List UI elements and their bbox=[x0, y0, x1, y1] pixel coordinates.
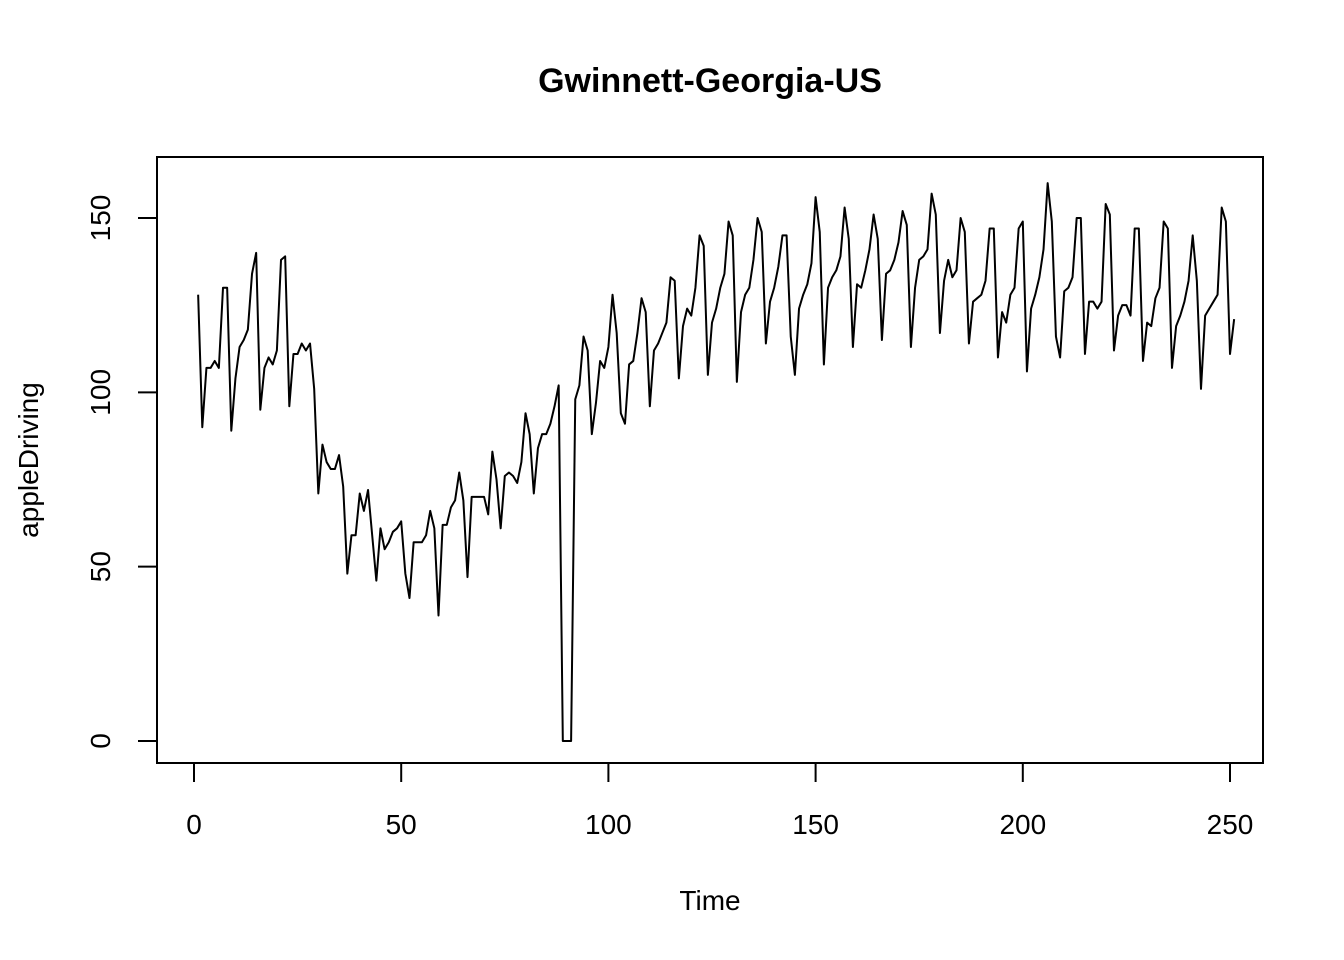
series-line-appleDriving bbox=[197, 182, 1236, 742]
y-tick-label: 0 bbox=[85, 733, 116, 749]
x-tick-label: 0 bbox=[186, 809, 202, 840]
y-tick-label: 100 bbox=[85, 369, 116, 416]
x-tick-label: 200 bbox=[999, 809, 1046, 840]
chart-title: Gwinnett-Georgia-US bbox=[538, 62, 882, 100]
y-tick-label: 50 bbox=[85, 551, 116, 582]
x-tick-label: 250 bbox=[1207, 809, 1254, 840]
y-tick-label: 150 bbox=[85, 195, 116, 242]
y-axis: 0 50 100 150 bbox=[85, 195, 158, 749]
plot-frame bbox=[156, 156, 1264, 764]
x-tick-label: 50 bbox=[386, 809, 417, 840]
x-tick-label: 150 bbox=[792, 809, 839, 840]
x-axis-label: Time bbox=[679, 885, 740, 916]
x-tick-label: 100 bbox=[585, 809, 632, 840]
y-axis-label: appleDriving bbox=[13, 382, 44, 538]
x-axis: 0 50 100 150 200 250 bbox=[186, 762, 1254, 840]
